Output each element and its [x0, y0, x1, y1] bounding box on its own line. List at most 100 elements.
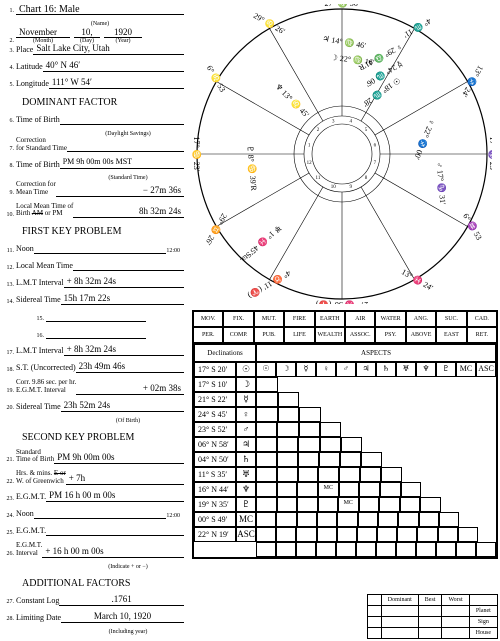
- row-11: 11.Noon12:00: [2, 243, 184, 254]
- aspect-symbol: ☿: [296, 362, 316, 377]
- table-header-cell: EAST: [436, 327, 466, 343]
- month: November: [16, 27, 70, 38]
- row-num: 1.: [2, 8, 16, 15]
- aspect-cell: [276, 542, 296, 557]
- right-column: 12345678910111217° ♋ 23′6° ♌ 5329° ♌ 26′…: [190, 0, 500, 639]
- aspect-cell: [337, 527, 357, 542]
- declination-value: 17° S 10′: [194, 377, 236, 392]
- table-header-cell: ANG.: [406, 311, 436, 327]
- table-header-cell: SUC.: [436, 311, 466, 327]
- declination-value: 23° S 52′: [194, 422, 236, 437]
- table-header-cell: WEALTH: [315, 327, 345, 343]
- row-4-lat: 4.Latitude40° N 46′: [2, 61, 184, 72]
- planet-symbol: ☽: [236, 377, 256, 392]
- aspect-cell: [277, 452, 298, 467]
- table-header-cell: ABOVE: [406, 327, 436, 343]
- aspect-cell: [277, 482, 298, 497]
- aspect-cell: [417, 527, 437, 542]
- declination-value: 16° N 44′: [194, 482, 236, 497]
- aspect-cell: [397, 527, 417, 542]
- table-row: 06° N 58′♃: [194, 437, 256, 452]
- planet-symbol: MC: [236, 512, 256, 527]
- aspect-cell: [256, 437, 277, 452]
- svg-text:11: 11: [316, 176, 321, 181]
- declination-value: 19° N 35′: [194, 497, 236, 512]
- table-row: [256, 392, 496, 407]
- aspect-cell: [276, 512, 296, 527]
- aspect-cell: [458, 527, 478, 542]
- svg-text:2: 2: [317, 128, 320, 133]
- aspect-cell: [277, 497, 298, 512]
- table-row: [256, 437, 496, 452]
- hdr-first-key: FIRST KEY PROBLEM: [22, 226, 184, 237]
- row-28: 28.Limiting DateMarch 10, 1920: [2, 612, 184, 623]
- table-row: 17° S 20′☉: [194, 362, 256, 377]
- aspects-header: ASPECTS: [256, 344, 496, 362]
- row-14: 14.Sidereal Time15h 17m 22s: [2, 294, 184, 305]
- row-19: 19.Corr. 9.86 sec. per hr.E.G.M.T. Inter…: [2, 379, 184, 394]
- svg-text:♆ 13° ♌ 45′: ♆ 13° ♌ 45′: [273, 81, 311, 119]
- hdr-dominant: DOMINANT FACTOR: [22, 97, 184, 108]
- svg-text:13° ♐ 24′: 13° ♐ 24′: [460, 64, 486, 99]
- svg-text:29° ♌ 26′: 29° ♌ 26′: [252, 10, 287, 36]
- aspect-cell: [476, 542, 496, 557]
- aspect-cell: [357, 527, 377, 542]
- aspect-cell: [319, 452, 340, 467]
- row-12: 12.Local Mean Time: [2, 260, 184, 271]
- planet-symbol: ♆: [236, 482, 256, 497]
- svg-text:9: 9: [350, 185, 353, 190]
- aspect-cell: [299, 422, 320, 437]
- astrology-wheel: 12345678910111217° ♋ 23′6° ♌ 5329° ♌ 26′…: [192, 4, 492, 304]
- aspect-symbol: ♃: [356, 362, 376, 377]
- row-26: 26.E.G.M.T.Interval+ 16 h 00 m 00s: [2, 542, 184, 557]
- row-2-date: 2. November(Month) 10,(Day) 1920(Year): [2, 27, 184, 44]
- aspect-cell: [360, 467, 381, 482]
- aspect-symbol: ☉: [256, 362, 276, 377]
- aspect-cell: [278, 407, 300, 422]
- svg-text:4° ♉ 11′ (♈): 4° ♉ 11′ (♈): [246, 268, 293, 301]
- aspect-cell: [436, 542, 456, 557]
- table-row: 21° S 22′☿: [194, 392, 256, 407]
- aspect-cell: [320, 437, 341, 452]
- aspect-cell: [256, 452, 277, 467]
- aspect-cell: [277, 437, 298, 452]
- declination-value: 00° S 49′: [194, 512, 236, 527]
- table-row: 04° N 50′♄: [194, 452, 256, 467]
- table-header-cell: CAD.: [467, 311, 497, 327]
- svg-text:17° ♋ 23′: 17° ♋ 23′: [192, 137, 202, 172]
- aspect-cell: [256, 542, 276, 557]
- aspect-cell: [299, 407, 321, 422]
- row-21: 21.StandardTime of BirthPM 9h 00m 00s: [2, 449, 184, 464]
- aspect-cell: MC: [318, 482, 339, 497]
- aspect-symbol: ☽: [276, 362, 296, 377]
- table-header-cell: PUB.: [254, 327, 284, 343]
- row-22: 22.Hrs. & mins. E orW. of Greenwich+ 7h: [2, 470, 184, 485]
- table-header-cell: WATER: [375, 311, 405, 327]
- table-row: 24° S 45′♀: [194, 407, 256, 422]
- svg-text:12: 12: [307, 161, 313, 166]
- name-value: Chart 16: Male: [16, 4, 184, 15]
- table-row: [256, 467, 496, 482]
- aspect-symbol: ♇: [436, 362, 456, 377]
- aspects-table: MOV.FIX.MUT.FIREEARTHAIRWATERANG.SUC.CAD…: [192, 310, 498, 559]
- aspect-symbol: ♆: [416, 362, 436, 377]
- row-15: 15.: [32, 311, 184, 322]
- row-9: 9.Correction forMean Time− 27m 36s: [2, 181, 184, 196]
- decl-header: Declinations: [194, 344, 256, 362]
- aspect-cell: [256, 407, 278, 422]
- svg-text:3: 3: [332, 119, 335, 124]
- table-row: [256, 512, 496, 527]
- aspect-cell: [456, 542, 476, 557]
- row-10: 10.Local Mean Time ofBirth AM or PM8h 32…: [2, 203, 184, 218]
- svg-text:27° ♍ 56′: 27° ♍ 56′: [325, 4, 360, 8]
- svg-text:♇ 8° ♋ 39′R: ♇ 8° ♋ 39′R: [245, 145, 259, 192]
- row-8: 8.Time of BirthPM 9h 00m 00s MST: [2, 158, 184, 169]
- row-13: 13.L.M.T Interval+ 8h 32m 24s: [2, 277, 184, 288]
- svg-text:♀ 22° ♐ 00′: ♀ 22° ♐ 00′: [412, 118, 437, 162]
- table-header-cell: EARTH: [315, 311, 345, 327]
- aspect-cell: [396, 542, 416, 557]
- aspect-cell: [276, 527, 296, 542]
- aspect-symbol: ASC: [476, 362, 496, 377]
- aspect-cell: [358, 512, 378, 527]
- declinations-column: Declinations 17° S 20′☉17° S 10′☽21° S 2…: [194, 344, 256, 557]
